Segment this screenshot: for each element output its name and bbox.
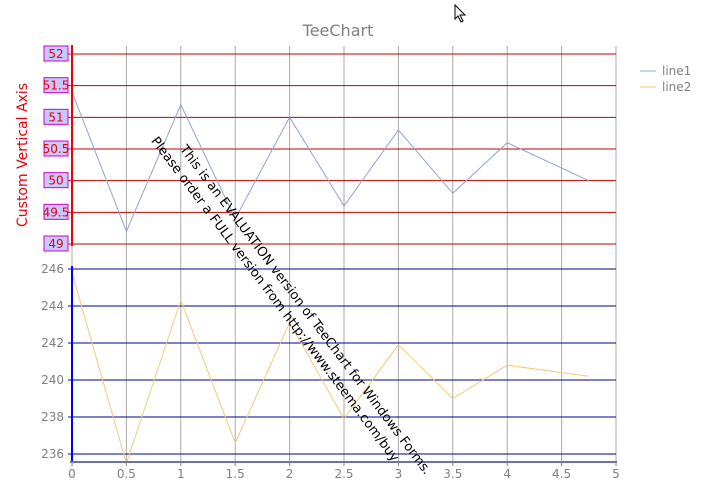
custom-axis-tick-label: 51: [48, 110, 63, 124]
legend-label-line1: line1: [662, 64, 691, 78]
x-axis-tick-label: 0: [68, 467, 76, 481]
vertical-gridlines: [71, 46, 617, 462]
custom-axis-tick-box: [43, 235, 69, 252]
custom-axis-tick-box: [43, 77, 69, 94]
series-line-line1: [71, 91, 590, 233]
left-axis-tick-label: 242: [41, 336, 64, 350]
legend: line1 line2: [640, 64, 691, 94]
x-axis-tick-label: 1.5: [226, 467, 245, 481]
x-axis-tick-label: 2.5: [334, 467, 353, 481]
x-axis-tick-label: 3.5: [443, 467, 462, 481]
custom-axis-tick-label: 49.5: [43, 205, 70, 219]
custom-axis-tick-box: [43, 108, 69, 125]
mouse-cursor-icon: [454, 3, 467, 23]
x-axis-ticks: 0 0.5 1 1.5 2 2.5 3 3.5 4 4.5 5: [68, 462, 620, 481]
bottom-axis-gridlines: [72, 268, 616, 455]
custom-axis-tick-label: 49: [48, 237, 63, 251]
left-axis-tick-label: 246: [41, 262, 64, 276]
x-axis-tick-label: 4.5: [552, 467, 571, 481]
x-axis-tick-label: 1: [177, 467, 185, 481]
left-axis-tick-label: 240: [41, 373, 64, 387]
custom-axis-tick-box: [43, 45, 69, 62]
x-axis-tick-label: 4: [503, 467, 511, 481]
x-axis-tick-label: 0.5: [117, 467, 136, 481]
custom-axis-ticks: 52 51.5 51 50.5 50 49.5 49: [43, 45, 72, 252]
custom-axis-tick-box: [43, 203, 69, 220]
custom-axis-tick-box: [43, 172, 69, 189]
series-lines: [71, 91, 590, 465]
custom-axis-gridlines: [72, 53, 616, 245]
custom-axis-tick-label: 50.5: [43, 142, 70, 156]
x-axis-tick-label: 2: [286, 467, 294, 481]
left-axis-tick-label: 238: [41, 410, 64, 424]
custom-axis-tick-box: [43, 140, 69, 157]
x-axis-tick-label: 5: [612, 467, 620, 481]
custom-axis-tick-label: 51.5: [43, 79, 70, 93]
left-axis-ticks: 246 244 242 240 238 236: [41, 262, 72, 461]
custom-axis-tick-label: 52: [48, 47, 63, 61]
x-axis-tick-label: 3: [395, 467, 403, 481]
left-axis-tick-label: 244: [41, 299, 64, 313]
custom-axis-tick-label: 50: [48, 174, 63, 188]
legend-label-line2: line2: [662, 80, 691, 94]
custom-axis-title: Custom Vertical Axis: [15, 83, 31, 227]
series-line-line2: [71, 272, 589, 465]
left-axis-tick-label: 236: [41, 447, 64, 461]
chart-title: TeeChart: [302, 21, 374, 40]
